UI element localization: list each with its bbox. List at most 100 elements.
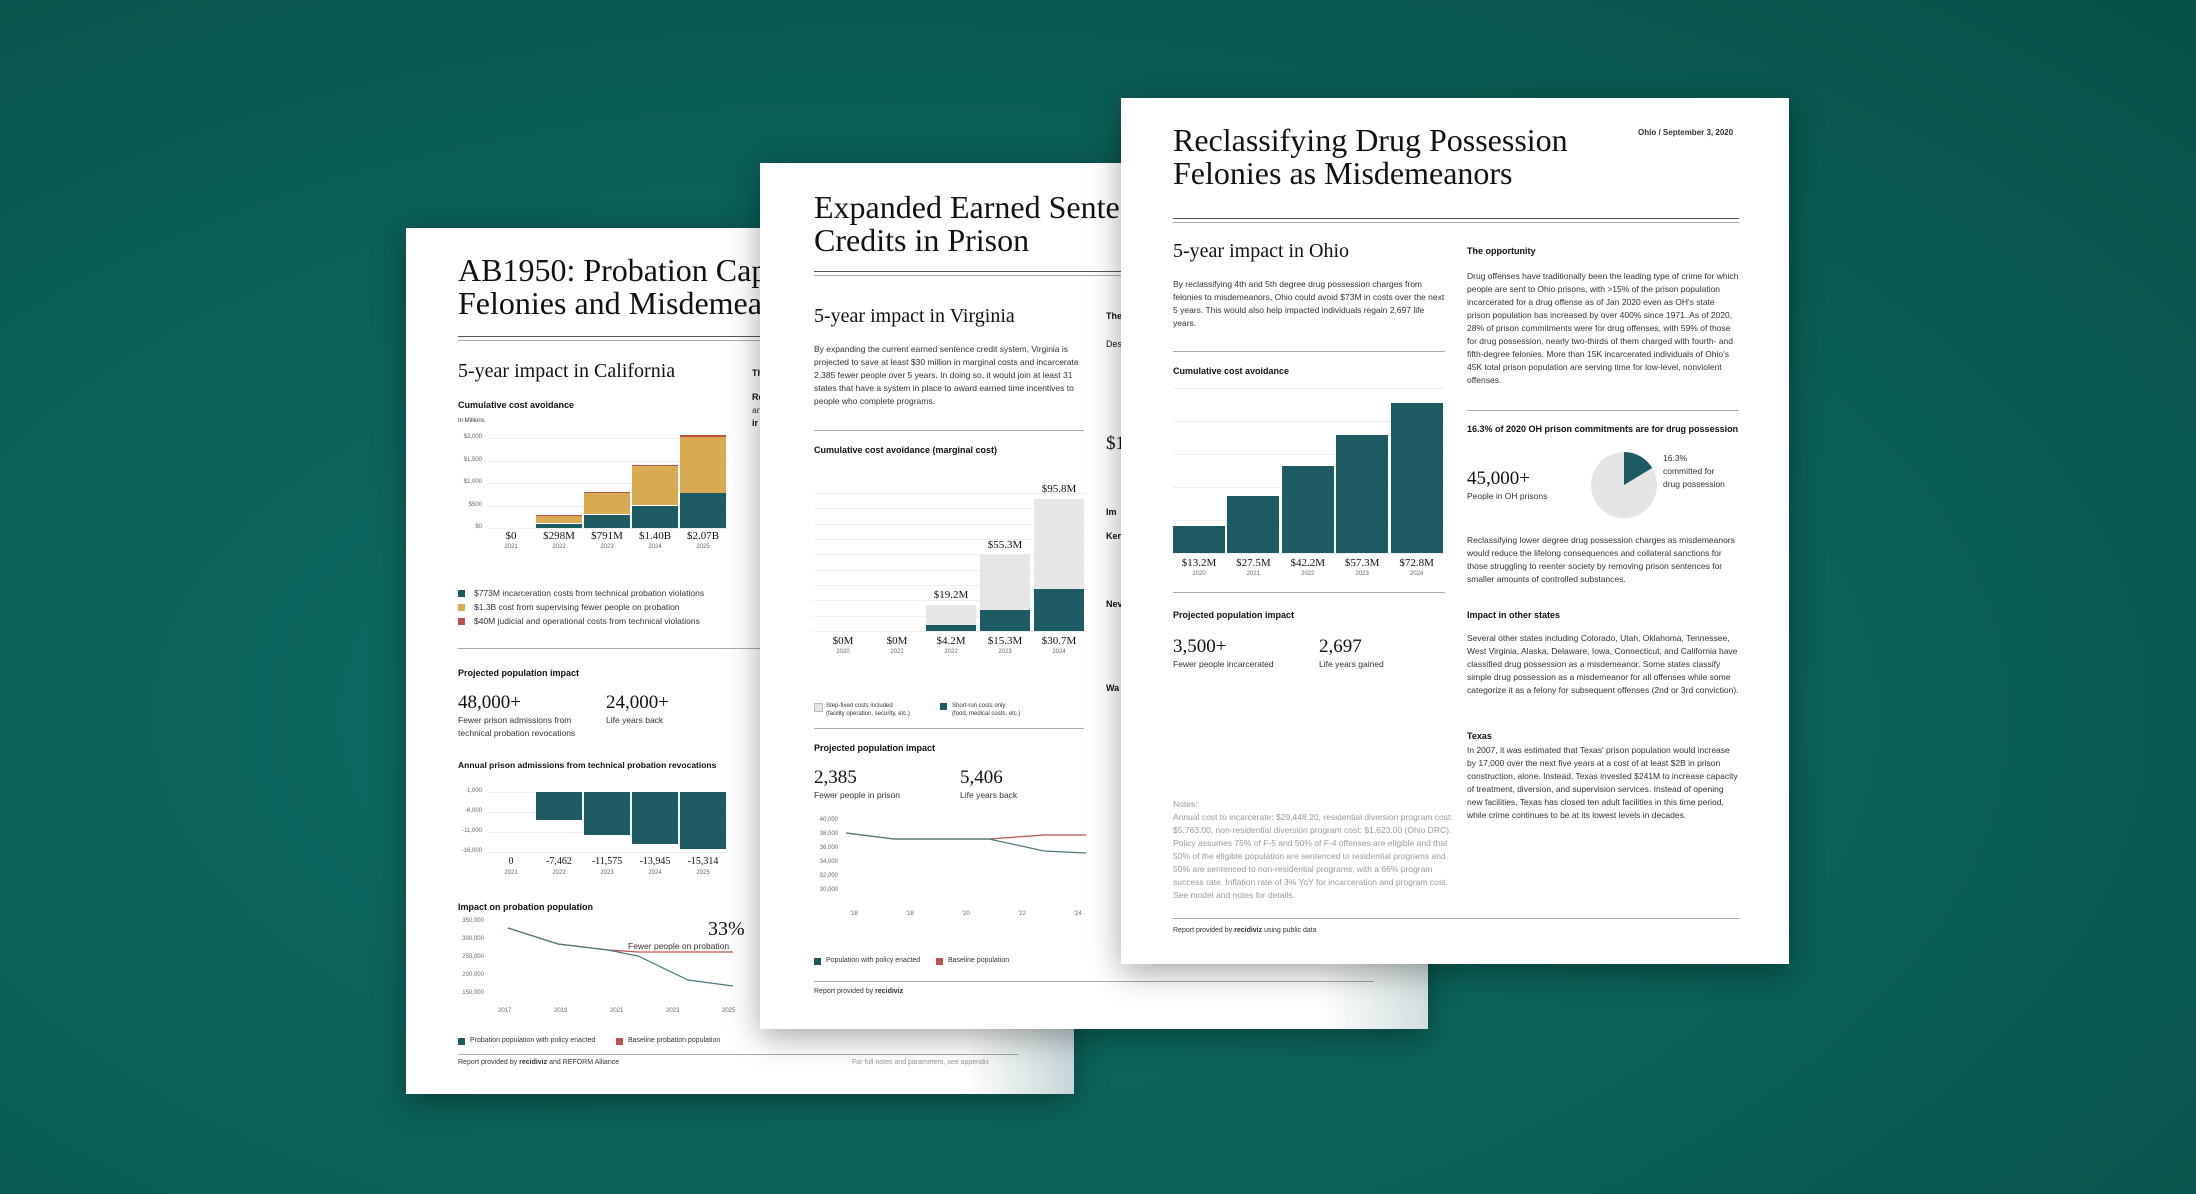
bar-value-label: $0 xyxy=(505,530,517,542)
x-tick-label: 2024 xyxy=(648,870,662,876)
pop-label: Projected population impact xyxy=(814,743,936,753)
stat-number: 48,000+ xyxy=(458,692,521,713)
y-tick-label: 250,000 xyxy=(462,954,484,960)
bar xyxy=(980,609,1030,631)
x-tick-label: 2023 xyxy=(600,544,614,550)
x-tick-label: 2022 xyxy=(552,870,566,876)
x-tick-label: 2023 xyxy=(666,1008,680,1014)
bar xyxy=(680,434,726,437)
cost-chart-california: $2,000 $1,500 $1,000 $500 $0 $0 2021 $298M 2022… xyxy=(458,428,758,568)
x-tick-label: 2017 xyxy=(498,1008,512,1014)
gridline xyxy=(488,483,728,484)
y-tick-label: $2,000 xyxy=(463,434,482,440)
bar-value-label: -15,314 xyxy=(687,856,719,867)
x-tick-label: 2024 xyxy=(648,544,662,550)
stat-number: 24,000+ xyxy=(606,692,669,713)
y-tick-label: 38,000 xyxy=(819,831,838,837)
gridline xyxy=(488,528,728,529)
y-tick-label: 300,000 xyxy=(462,936,484,942)
other-states-heading: Impact in other states xyxy=(1467,610,1561,620)
x-tick-label: 2021 xyxy=(504,870,518,876)
gridline xyxy=(488,438,728,439)
summary-text: By expanding the current earned sentence… xyxy=(814,344,1079,406)
gridline xyxy=(1173,454,1445,455)
y-tick-label: 350,000 xyxy=(462,918,484,924)
bar-value-label: $30.7M xyxy=(1041,635,1077,647)
y-tick-label: -16,000 xyxy=(461,848,482,854)
y-tick-label: -11,000 xyxy=(462,828,482,834)
bar-value-label: $791M xyxy=(591,530,623,542)
y-tick-label: -1,000 xyxy=(464,788,482,794)
gridline xyxy=(814,569,1086,571)
bar xyxy=(584,792,630,836)
bar xyxy=(1034,588,1084,631)
bar xyxy=(584,514,630,528)
admissions-chart: -1,000 -6,000 -11,000 -16,000 0 2021 -7,462 202… xyxy=(458,784,758,894)
x-tick-label: 2021 xyxy=(890,649,904,655)
page-title: AB1950: Probation Cap Felonies and Misdem… xyxy=(458,252,768,321)
gridline xyxy=(488,460,728,462)
x-tick-label: 2023 xyxy=(998,649,1012,655)
y-tick-label: 32,000 xyxy=(819,873,838,879)
bar xyxy=(536,523,582,528)
bar-value-label: 0 xyxy=(508,856,514,867)
bar-value-label: $95.8M xyxy=(1041,482,1077,495)
section-heading: 5-year impact in California xyxy=(458,360,676,382)
footer-note: For full notes and parameters, see appen… xyxy=(852,1059,989,1066)
gridline xyxy=(814,539,1086,540)
x-tick-label: '22 xyxy=(1018,911,1026,917)
bar-value-label: $15.3M xyxy=(987,635,1023,647)
gridline xyxy=(1173,553,1445,554)
stat-number: 2,697 xyxy=(1319,636,1362,657)
page-title: Expanded Earned Sente Credits in Prison xyxy=(814,189,1120,258)
chart-label: Cumulative cost avoidance xyxy=(1173,366,1290,376)
pop-label: Projected population impact xyxy=(458,668,580,678)
gridline xyxy=(814,600,1086,602)
bar-value-label: $1.40B xyxy=(638,530,672,542)
bar-value-label: $27.5M xyxy=(1236,557,1271,569)
x-tick-label: 2022 xyxy=(944,649,958,655)
probation-chart: 350,000 300,000 250,000 200,000 150,000 33% … xyxy=(458,918,758,1002)
chart-label: Cumulative cost avoidance (marginal cost… xyxy=(814,445,998,455)
bar xyxy=(680,792,726,850)
x-tick-label: '18 xyxy=(850,911,858,917)
gridline xyxy=(814,523,1086,525)
gridline xyxy=(1173,388,1445,389)
stat-number: 45,000+ xyxy=(1467,468,1530,489)
x-tick-label: 2025 xyxy=(696,870,710,876)
bar xyxy=(584,492,630,515)
pop-label: Projected population impact xyxy=(1173,610,1295,620)
bar-value-label: $42.2M xyxy=(1290,557,1326,569)
x-tick-label: '20 xyxy=(962,911,970,917)
bar xyxy=(1173,525,1225,553)
y-tick-label: 200,000 xyxy=(462,972,484,978)
bar xyxy=(632,465,678,467)
bar-value-label: $298M xyxy=(543,530,575,542)
bar xyxy=(1390,402,1443,553)
bar-value-label: $2.07B xyxy=(686,530,720,542)
gridline xyxy=(814,493,1086,494)
bar xyxy=(632,466,678,506)
bar xyxy=(1336,434,1389,553)
x-tick-label: 2020 xyxy=(1192,571,1206,577)
y-tick-label: $1,500 xyxy=(463,456,482,463)
summary-text: By reclassifying 4th and 5th degree drug… xyxy=(1173,279,1445,328)
other-states-text: Several other states including Colorado,… xyxy=(1467,633,1739,695)
stat-number: 5,406 xyxy=(960,767,1003,788)
chart-label: Cumulative cost avoidance xyxy=(458,400,575,410)
pie-heading: 16.3% of 2020 OH prison commitments are … xyxy=(1467,424,1739,434)
report-page-ohio[interactable]: Reclassifying Drug Possession Felonies as… xyxy=(1121,98,1789,964)
texas-heading: Texas xyxy=(1467,731,1492,741)
bar-value-label: $13.2M xyxy=(1181,557,1217,569)
y-tick-label: $500 xyxy=(468,501,482,508)
y-tick-label: 40,000 xyxy=(819,817,838,823)
bar-value-label: $55.3M xyxy=(987,538,1023,551)
bar xyxy=(1227,496,1280,553)
bar-value-label: -13,945 xyxy=(639,856,671,867)
y-tick-label: 150,000 xyxy=(462,990,484,996)
texas-text: In 2007, it was estimated that Texas' pr… xyxy=(1467,745,1738,820)
cost-chart-virginia: $0M 2020 $0M 2021 $19.2M $4.2M 2022 $55.3M $15.3… xyxy=(814,463,1086,673)
y-tick-label: $1,000 xyxy=(463,479,482,485)
bar-value-label: $0M xyxy=(886,635,908,647)
x-tick-label: 2024 xyxy=(1052,649,1066,655)
